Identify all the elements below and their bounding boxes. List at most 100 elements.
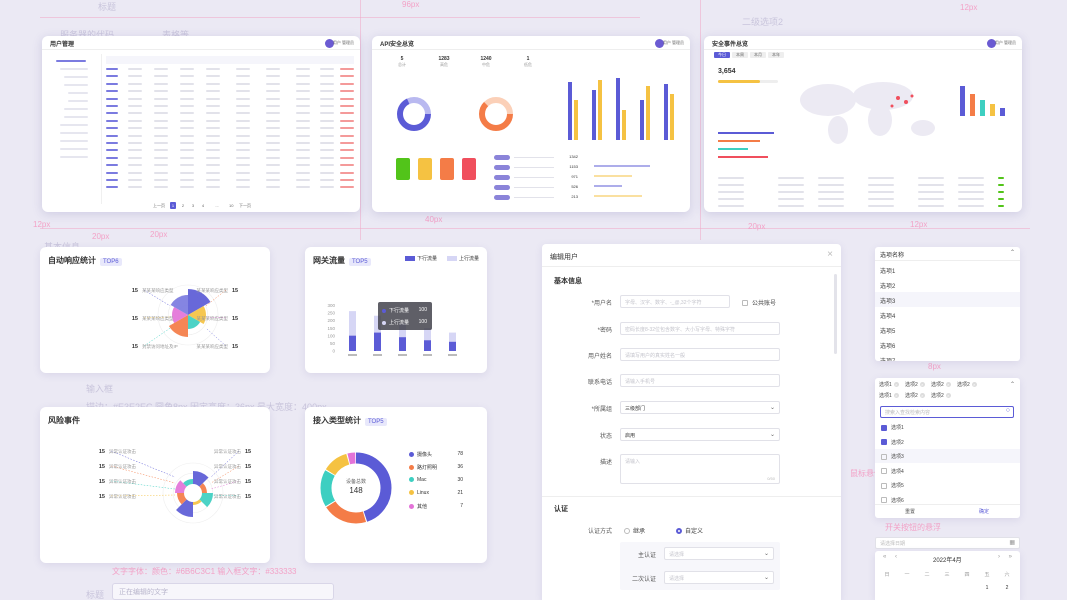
auth-radio-custom[interactable]: 自定义 — [676, 526, 703, 535]
page-button[interactable]: 1 — [170, 202, 176, 209]
multi-search[interactable]: 搜索入查找检索内容 ○ — [880, 406, 1014, 418]
search-icon[interactable]: ○ — [1005, 407, 1010, 414]
dropdown-option[interactable]: 选项6 — [880, 344, 896, 350]
avatar[interactable] — [655, 39, 664, 48]
table-row[interactable] — [718, 190, 1014, 195]
chevron-up-icon[interactable]: ⌃ — [1009, 382, 1015, 388]
multi-option[interactable]: 选项6 — [875, 493, 1020, 507]
rose-slice[interactable] — [176, 499, 193, 517]
checkbox-icon[interactable] — [881, 424, 887, 431]
rose-slice[interactable] — [183, 479, 193, 487]
table-row[interactable] — [106, 141, 354, 146]
bar-down[interactable] — [374, 332, 381, 351]
prev-year-icon[interactable]: « — [883, 554, 887, 560]
selected-tag[interactable]: 选项2 × — [931, 381, 951, 388]
tab-3[interactable]: 本年 — [768, 52, 784, 58]
table-row[interactable] — [718, 197, 1014, 202]
selected-tag[interactable]: 选项2 × — [931, 392, 951, 399]
checkbox-icon[interactable] — [881, 497, 887, 504]
rose-slice[interactable] — [188, 289, 211, 315]
dropdown-option[interactable]: 选项3 — [875, 292, 1020, 307]
table-row[interactable] — [106, 171, 354, 176]
page-button[interactable]: 4 — [201, 203, 205, 208]
checkbox-icon[interactable] — [881, 482, 887, 489]
primary-auth-select[interactable]: 请选择 ⌄ — [664, 547, 774, 560]
selected-tag[interactable]: 选项2 × — [905, 381, 925, 388]
dropdown-option[interactable]: 选项1 — [880, 269, 896, 275]
page-button[interactable]: ... — [215, 203, 219, 208]
rose-slice[interactable] — [199, 483, 207, 493]
donut-slice[interactable] — [320, 452, 392, 524]
selected-tag[interactable]: 选项1 × — [879, 381, 899, 388]
next-year-icon[interactable]: » — [1008, 554, 1012, 560]
checkbox-icon[interactable] — [881, 468, 887, 475]
selected-tag[interactable]: 选项1 × — [879, 392, 899, 399]
multi-option[interactable]: 选项2 — [875, 435, 1020, 449]
page-button[interactable]: 10 — [229, 203, 234, 208]
bar-up[interactable] — [424, 328, 431, 351]
calendar-day[interactable]: 2 — [1005, 585, 1009, 591]
calendar-day[interactable]: 1 — [985, 585, 989, 591]
date-input[interactable]: 请选择日期 ▦ — [875, 537, 1020, 549]
avatar[interactable] — [325, 39, 334, 48]
page-button[interactable]: 3 — [191, 203, 195, 208]
rose-slice[interactable] — [170, 295, 188, 315]
table-row[interactable] — [106, 178, 354, 183]
next-month-icon[interactable]: › — [998, 554, 1000, 560]
page-button[interactable]: 上一页 — [153, 203, 165, 208]
dropdown-option[interactable]: 选项2 — [880, 284, 896, 290]
multi-option[interactable]: 选项3 — [875, 449, 1020, 463]
rose-slice[interactable] — [188, 306, 206, 324]
tab-0[interactable]: 今日 — [714, 52, 730, 58]
donut-slice[interactable] — [320, 452, 392, 524]
bar-down[interactable] — [399, 337, 406, 351]
page-button[interactable]: 下一页 — [239, 203, 251, 208]
tag-close-icon[interactable]: × — [919, 382, 925, 387]
status-select[interactable]: 启用 ⌄ — [620, 428, 780, 441]
prev-month-icon[interactable]: ‹ — [895, 554, 897, 560]
table-row[interactable] — [106, 134, 354, 139]
rose-slice[interactable] — [193, 471, 209, 487]
dropdown-header[interactable]: 选项名称 ⌃ — [875, 247, 1020, 261]
bar-down[interactable] — [424, 340, 431, 351]
rose-slice[interactable] — [168, 315, 188, 337]
bar-up[interactable] — [449, 332, 456, 351]
table-row[interactable] — [106, 148, 354, 153]
password-input[interactable]: 密码长度8-32位包含数字、大小写字母、特殊字符 — [620, 322, 780, 335]
selected-tag[interactable]: 选项2 × — [957, 381, 977, 388]
rose-slice[interactable] — [199, 493, 213, 508]
checkbox-icon[interactable] — [881, 439, 887, 446]
public-account-checkbox[interactable]: 公共账号 — [742, 298, 776, 307]
rose-slice[interactable] — [172, 307, 188, 323]
rose-slice[interactable] — [177, 493, 187, 505]
table-row[interactable] — [106, 104, 354, 109]
table-row[interactable] — [106, 89, 354, 94]
table-row[interactable] — [106, 126, 354, 131]
checkbox-icon[interactable] — [881, 453, 887, 460]
tag-close-icon[interactable]: × — [945, 393, 951, 398]
tag-close-icon[interactable]: × — [971, 382, 977, 387]
bar-down[interactable] — [449, 341, 456, 351]
table-row[interactable] — [106, 82, 354, 87]
rose-slice[interactable] — [193, 499, 202, 505]
dropdown-option[interactable]: 选项4 — [880, 314, 896, 320]
dropdown-option[interactable]: 选项7 — [875, 352, 1020, 361]
selected-tag[interactable]: 选项2 × — [905, 392, 925, 399]
table-row[interactable] — [106, 111, 354, 116]
table-row[interactable] — [106, 156, 354, 161]
group-select[interactable]: 三级部门 ⌄ — [620, 401, 780, 414]
donut-slice[interactable] — [320, 452, 392, 524]
table-row[interactable] — [718, 204, 1014, 209]
tag-close-icon[interactable]: × — [919, 393, 925, 398]
multi-option[interactable]: 选项5 — [875, 478, 1020, 492]
bar-down[interactable] — [349, 335, 356, 351]
description-textarea[interactable]: 请输入 0/50 — [620, 454, 780, 484]
realname-input[interactable]: 请填写用户的真实姓名一般 — [620, 348, 780, 361]
page-button[interactable]: 2 — [181, 203, 185, 208]
confirm-button[interactable]: 确定 — [979, 509, 990, 515]
table-row[interactable] — [718, 176, 1014, 181]
table-row[interactable] — [106, 74, 354, 79]
table-row[interactable] — [718, 183, 1014, 188]
reset-button[interactable]: 重置 — [905, 509, 916, 515]
dropdown-option[interactable]: 选项5 — [880, 329, 896, 335]
